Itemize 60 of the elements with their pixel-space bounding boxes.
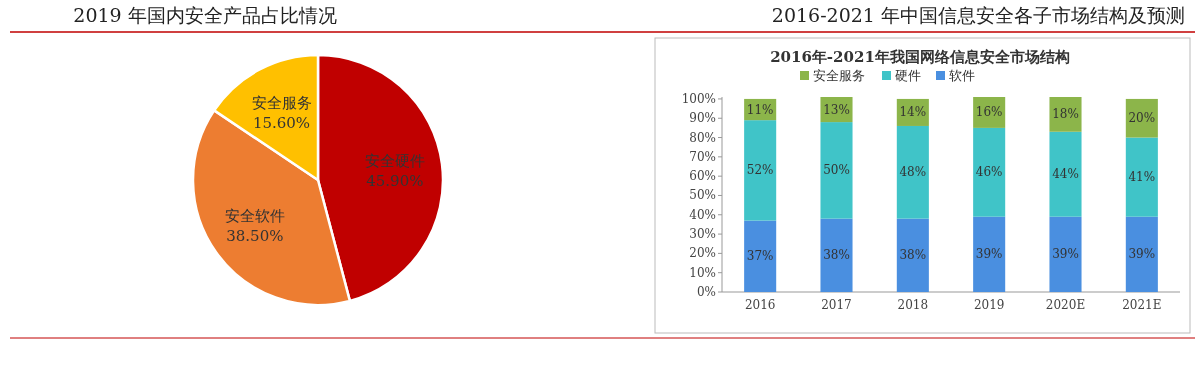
data-label: 52% [746,163,774,178]
data-label: 39% [1128,247,1156,262]
data-label: 39% [1052,247,1079,262]
data-label: 44% [1052,167,1079,182]
data-label: 38.50% [226,226,284,245]
y-tick-label: 60% [689,169,716,184]
data-label: 18% [1052,107,1079,122]
x-tick-label: 2017 [821,298,852,312]
x-tick-label: 2019 [973,298,1005,312]
legend-label: 安全服务 [813,68,865,83]
data-label: 20% [1128,111,1156,126]
bar [1049,131,1082,217]
data-label: 14% [899,105,927,120]
data-label: 13% [823,102,850,117]
bar [744,220,777,292]
data-label: 41% [1128,170,1156,185]
data-label: 38% [823,248,850,263]
data-label: 45.90% [366,172,424,191]
data-label: 15.60% [252,113,311,132]
slice-label: 安全硬件 [364,152,425,171]
bar [896,125,929,219]
y-tick-label: 30% [689,227,716,242]
y-tick-label: 80% [689,130,716,145]
bar [1125,137,1158,217]
y-tick-label: 70% [689,149,716,164]
data-label: 46% [975,165,1003,180]
y-tick-label: 0% [696,285,716,299]
data-label: 39% [975,247,1003,262]
bar [1049,97,1082,132]
legend-label: 硬件 [895,68,921,83]
y-tick-label: 10% [689,265,716,280]
data-label: 16% [975,105,1003,120]
bar [1125,216,1158,292]
y-tick-label: 90% [689,111,716,126]
y-tick-label: 100% [681,91,716,106]
bar [744,120,777,221]
bar [820,218,853,292]
chart-title: 2016-2021 年中国信息安全各子市场结构及预测 [771,4,1185,26]
y-tick-label: 40% [689,207,716,222]
bar [820,122,853,219]
chart-title: 2019 年国内安全产品占比情况 [73,4,337,26]
bar [973,127,1006,217]
data-label: 11% [746,102,774,117]
data-label: 38% [899,248,927,263]
y-tick-label: 50% [689,188,716,203]
slice-label: 安全服务 [251,93,312,112]
bar [1049,216,1082,292]
bar [973,216,1006,292]
data-label: 48% [899,165,927,180]
bar [896,218,929,292]
x-tick-label: 2018 [897,298,929,312]
chart-subtitle: 2016年-2021年我国网络信息安全市场结构 [770,48,1070,66]
slice-label: 安全软件 [224,206,285,225]
legend-label: 软件 [949,68,975,83]
x-tick-label: 2016 [744,298,776,312]
x-tick-label: 2020E [1045,298,1086,312]
data-label: 50% [823,163,850,178]
data-label: 37% [746,249,774,264]
y-tick-label: 20% [689,246,716,261]
x-tick-label: 2021E [1122,298,1162,312]
